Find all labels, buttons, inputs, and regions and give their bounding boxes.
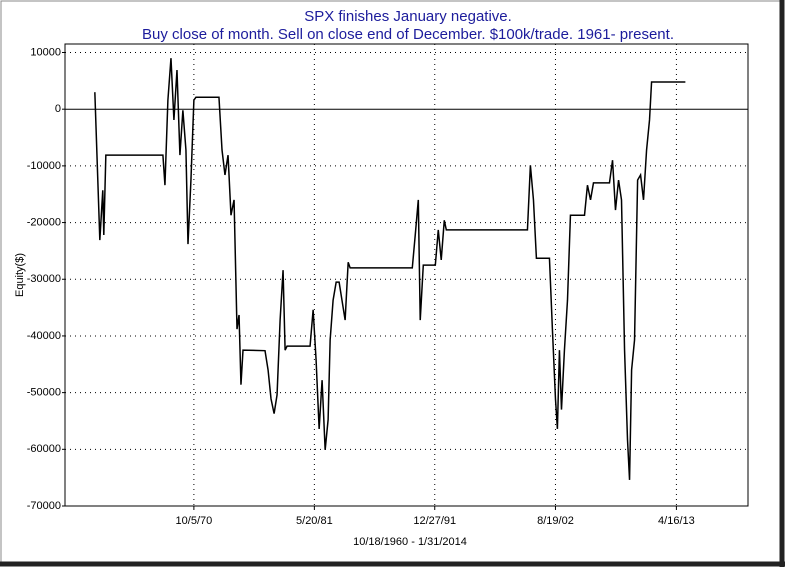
y-tick-label: 10000: [30, 46, 61, 58]
y-tick-label: -60000: [27, 443, 61, 455]
chart-title: SPX finishes January negative.: [304, 8, 512, 25]
y-tick-label: -20000: [27, 216, 61, 228]
x-tick-label: 4/16/13: [658, 515, 695, 527]
x-tick-label: 5/20/81: [296, 515, 333, 527]
y-tick-label: -10000: [27, 160, 61, 172]
y-axis-label: Equity($): [14, 253, 26, 297]
y-tick-label: -70000: [27, 500, 61, 512]
plot-area: [64, 43, 749, 507]
y-tick-label: -30000: [27, 273, 61, 285]
x-axis-label: 10/18/1960 - 1/31/2014: [353, 536, 467, 548]
x-tick-label: 8/19/02: [537, 515, 574, 527]
y-tick-label: -50000: [27, 387, 61, 399]
y-tick-label: 0: [55, 103, 61, 115]
x-tick-label: 12/27/91: [413, 515, 456, 527]
chart-subtitle: Buy close of month. Sell on close end of…: [142, 26, 674, 43]
y-tick-label: -40000: [27, 330, 61, 342]
equity-line: [94, 58, 686, 480]
x-tick-label: 10/5/70: [176, 515, 213, 527]
